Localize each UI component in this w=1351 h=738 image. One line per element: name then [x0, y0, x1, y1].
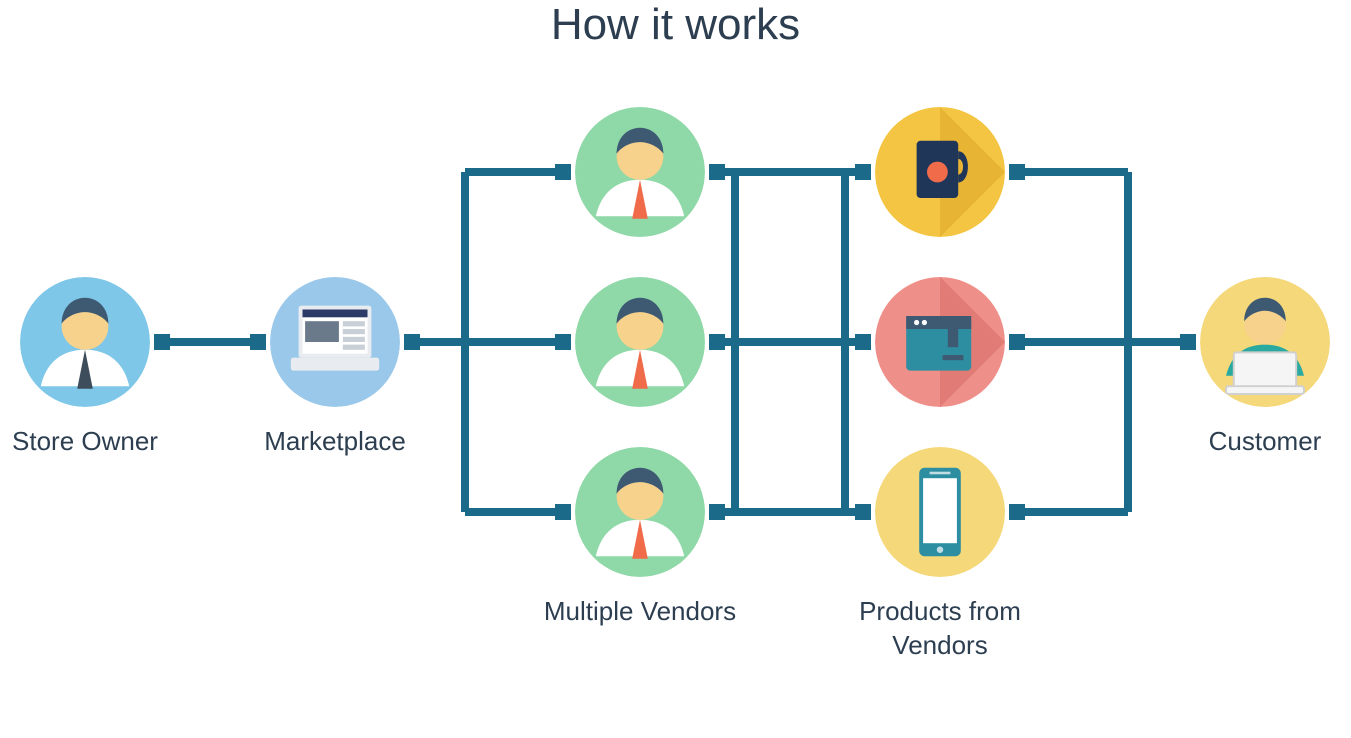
products-label: Products from Vendors — [820, 595, 1060, 663]
vendor-3 — [575, 447, 705, 577]
store-owner-icon — [20, 277, 150, 407]
connector-end — [555, 164, 571, 180]
connector — [465, 508, 563, 516]
product-3 — [875, 447, 1005, 577]
customer — [1200, 277, 1330, 407]
connector-end — [1009, 504, 1025, 520]
vendor-2-icon — [575, 277, 705, 407]
connector-end — [1009, 164, 1025, 180]
connector — [465, 338, 563, 346]
product-1 — [875, 107, 1005, 237]
connector-end — [555, 504, 571, 520]
vendor-3-icon — [575, 447, 705, 577]
connector — [412, 338, 465, 346]
marketplace-label: Marketplace — [215, 425, 455, 459]
connector-end — [1009, 334, 1025, 350]
connector — [1017, 168, 1128, 176]
connector — [731, 172, 739, 512]
marketplace — [270, 277, 400, 407]
product-1-icon — [875, 107, 1005, 237]
vendor-2 — [575, 277, 705, 407]
connector-end — [555, 334, 571, 350]
connector — [1017, 338, 1128, 346]
product-3-icon — [875, 447, 1005, 577]
product-2 — [875, 277, 1005, 407]
store-owner — [20, 277, 150, 407]
connector — [1017, 508, 1128, 516]
marketplace-icon — [270, 277, 400, 407]
customer-label: Customer — [1145, 425, 1351, 459]
page-title: How it works — [0, 0, 1351, 50]
vendors-label: Multiple Vendors — [520, 595, 760, 629]
customer-icon — [1200, 277, 1330, 407]
vendor-1 — [575, 107, 705, 237]
product-2-icon — [875, 277, 1005, 407]
connector — [841, 172, 849, 512]
connector — [1128, 338, 1188, 346]
store-owner-label: Store Owner — [0, 425, 205, 459]
vendor-1-icon — [575, 107, 705, 237]
connector — [162, 338, 258, 346]
connector — [465, 168, 563, 176]
